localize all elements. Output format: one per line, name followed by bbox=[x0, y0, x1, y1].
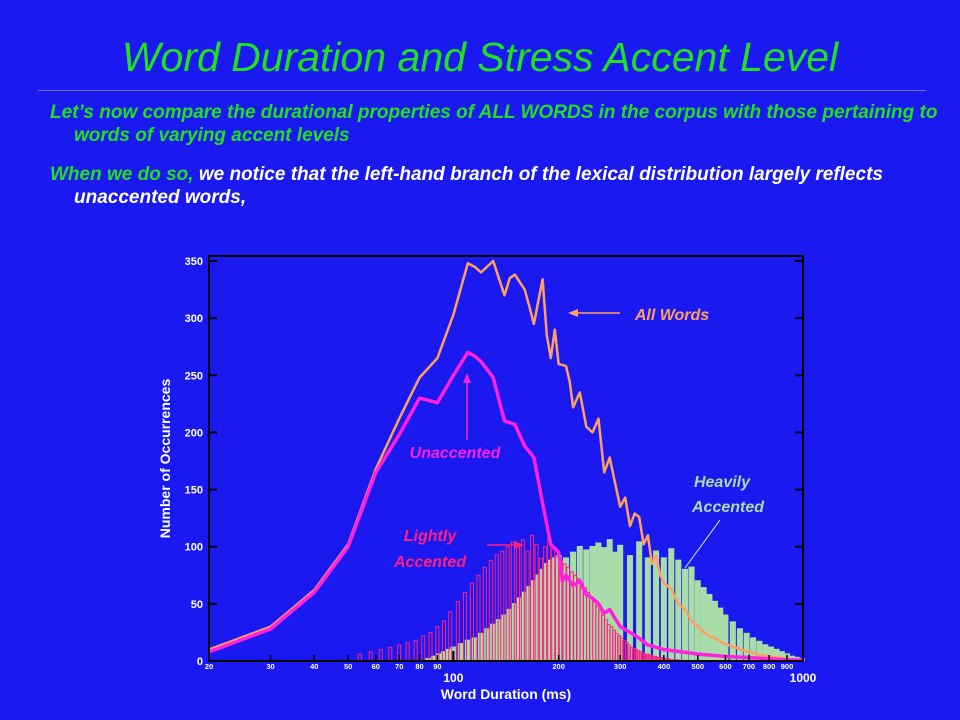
x-tick-label: 50 bbox=[344, 662, 352, 671]
bullet-1: Let’s now compare the durational propert… bbox=[50, 102, 938, 146]
title-divider bbox=[38, 90, 926, 91]
x-tick-label: 800 bbox=[763, 662, 776, 671]
annotation-all-words: All Words bbox=[634, 307, 709, 324]
heavily-accented-bar bbox=[711, 600, 718, 662]
heavily-accented-bar bbox=[717, 607, 724, 662]
x-tick-label: 400 bbox=[658, 662, 671, 671]
annotation-lightly-line2: Accented bbox=[393, 554, 467, 571]
x-tick-label: 90 bbox=[433, 662, 441, 671]
x-tick-label: 500 bbox=[691, 662, 704, 671]
x-tick-label: 700 bbox=[743, 662, 756, 671]
x-tick-label: 600 bbox=[719, 662, 732, 671]
bullet-2-lead: When we do so, bbox=[50, 164, 194, 185]
heavily-accented-bar bbox=[706, 593, 713, 662]
heavily-accented-bar bbox=[722, 614, 729, 662]
heavily-accented-bar bbox=[660, 557, 667, 662]
heavily-accented-bar bbox=[688, 566, 695, 662]
x-tick-label: 300 bbox=[614, 662, 627, 671]
x-tick-label: 80 bbox=[415, 662, 423, 671]
annotation-unaccented-arrowhead bbox=[463, 373, 471, 383]
chart-axes: 0 50 100 150 200 250 300 350 20 30 40 50 60 70 80 90 200… bbox=[157, 256, 817, 702]
slide-title: Word Duration and Stress Accent Level bbox=[121, 34, 839, 80]
x-axis-label: Word Duration (ms) bbox=[441, 686, 571, 702]
annotation-lightly-arrowhead bbox=[514, 541, 524, 549]
x-major-tick-label: 100 bbox=[443, 671, 463, 685]
heavily-accented-bar bbox=[700, 587, 707, 662]
chart-annotations: All Words Unaccented Lightly Accented Heavil… bbox=[393, 307, 765, 571]
heavily-accented-bar bbox=[636, 541, 643, 662]
bullet-2-rest: we notice that the left-hand branch of t… bbox=[74, 164, 883, 208]
y-tick-label: 300 bbox=[185, 313, 203, 325]
x-tick-label: 30 bbox=[266, 662, 274, 671]
x-tick-label: 20 bbox=[205, 662, 213, 671]
annotation-all-words-arrowhead bbox=[568, 309, 578, 317]
y-tick-label: 150 bbox=[185, 485, 203, 497]
chart-lines bbox=[208, 259, 803, 662]
annotation-heavily-line1: Heavily bbox=[694, 474, 751, 491]
y-tick-label: 250 bbox=[185, 370, 203, 382]
heavily-accented-bar bbox=[668, 548, 675, 662]
y-tick-label: 100 bbox=[185, 542, 203, 554]
x-tick-label: 60 bbox=[372, 662, 380, 671]
x-tick-label: 40 bbox=[310, 662, 318, 671]
heavily-accented-bar bbox=[675, 559, 682, 662]
all-words-line bbox=[208, 259, 803, 662]
annotation-lightly-line1: Lightly bbox=[404, 528, 458, 545]
y-tick-label: 0 bbox=[197, 656, 203, 668]
heavily-accented-bar bbox=[694, 580, 701, 662]
x-tick-label: 900 bbox=[781, 662, 794, 671]
heavily-accented-bar bbox=[682, 568, 689, 662]
bullet-2: When we do so, we notice that the left-h… bbox=[50, 163, 954, 209]
annotation-unaccented: Unaccented bbox=[410, 445, 502, 462]
annotation-heavily-line2: Accented bbox=[691, 499, 765, 516]
x-tick-label: 70 bbox=[395, 662, 403, 671]
y-tick-label: 200 bbox=[185, 427, 203, 439]
plot-frame bbox=[208, 255, 804, 662]
heavily-accented-bar bbox=[478, 632, 485, 662]
x-major-tick-label: 1000 bbox=[790, 671, 817, 685]
lightly-accented-bars bbox=[357, 534, 680, 662]
x-tick-label: 200 bbox=[552, 662, 565, 671]
y-axis-label: Number of Occurrences bbox=[157, 379, 173, 539]
unaccented-line bbox=[208, 350, 803, 662]
y-tick-label: 350 bbox=[185, 256, 203, 268]
annotation-heavily-pointer bbox=[684, 519, 721, 569]
y-tick-label: 50 bbox=[191, 599, 203, 611]
